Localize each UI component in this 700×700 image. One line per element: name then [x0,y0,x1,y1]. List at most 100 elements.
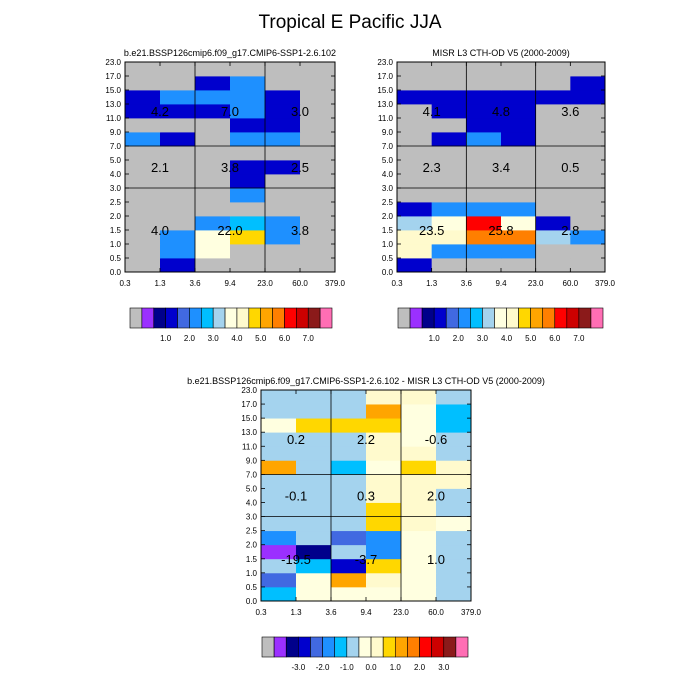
cell-annotation: 0.2 [287,432,305,447]
heatmap-cell [431,76,467,91]
heatmap-cell [366,404,402,419]
heatmap-cell [570,174,606,189]
colorbar-label: 4.0 [231,334,243,343]
heatmap-cell [501,132,537,147]
cell-annotation: 3.4 [492,160,510,175]
heatmap-cell [436,460,472,475]
heatmap-cell [436,418,472,433]
heatmap-cell [160,146,196,161]
heatmap-cell [230,258,266,273]
heatmap-cell [535,90,571,105]
heatmap-cell [296,558,332,574]
heatmap-cell [431,230,467,245]
heatmap-cell [331,572,367,588]
heatmap-cell [261,418,297,433]
colorbar-box [542,307,556,329]
colorbar-box [322,636,336,658]
heatmap-cell [466,216,502,231]
heatmap-cell [366,586,402,602]
heatmap-cell [401,432,437,447]
colorbar-box [236,307,250,329]
colorbar-box [358,636,372,658]
heatmap-cell [535,62,571,77]
heatmap-cell [261,404,297,419]
heatmap-cell [535,244,571,259]
colorbar-label: 3.0 [438,663,450,672]
x-tick-label: 0.3 [255,608,267,617]
colorbar-box [382,636,396,658]
heatmap-cell [501,244,537,259]
colorbar-label: 2.0 [414,663,426,672]
heatmap-cell [300,132,336,147]
heatmap-cell [300,76,336,91]
heatmap-cell [195,258,231,273]
heatmap-cell [265,202,301,217]
cell-annotation: 2.1 [151,160,169,175]
heatmap-cell [431,104,467,119]
cell-annotation: 2.8 [561,223,579,238]
heatmap-cell [397,258,433,273]
x-tick-label: 60.0 [563,279,579,288]
heatmap-cell [436,390,472,405]
colorbar-box [346,636,360,658]
cell-annotation: 1.0 [427,552,445,567]
colorbar-box [370,636,384,658]
colorbar-box [165,307,178,329]
heatmap-cell [331,460,367,475]
heatmap-cell [230,62,266,77]
y-tick-label: 4.0 [382,170,394,179]
heatmap-cell [160,76,196,91]
colorbar-label: 3.0 [477,334,489,343]
colorbar-box [409,307,423,329]
y-tick-label: 2.5 [382,198,394,207]
heatmap-cell [570,244,606,259]
heatmap-cell [501,258,537,273]
heatmap-cell [125,146,161,161]
colorbar-box [129,307,143,329]
heatmap-cell [397,62,433,77]
heatmap-cell [296,474,332,489]
heatmap-cell [195,118,231,133]
heatmap-cell [296,572,332,588]
heatmap-cell [300,146,336,161]
heatmap-cell [331,404,367,419]
heatmap-cell [501,90,537,105]
x-tick-label: 23.0 [393,608,409,617]
heatmap-cell [501,104,537,119]
cell-annotation: 2.5 [291,160,309,175]
y-tick-label: 11.0 [106,114,122,123]
y-tick-label: 11.0 [378,114,394,123]
cell-annotation: 2.2 [357,432,375,447]
heatmap-cell [195,216,231,231]
heatmap-cell [366,558,402,574]
heatmap-cell [265,76,301,91]
y-tick-label: 17.0 [377,72,393,81]
heatmap-cell [300,244,336,259]
heatmap-cell [401,502,437,517]
heatmap-cell [230,90,266,105]
heatmap-cell [570,216,606,231]
y-tick-label: 17.0 [241,400,257,409]
heatmap-cell [125,62,161,77]
colorbar-box [554,307,568,329]
colorbar-box [407,636,420,658]
heatmap-cell [125,258,161,273]
heatmap-cell [366,488,402,503]
y-tick-label: 2.0 [246,541,258,550]
heatmap-cell [535,174,571,189]
heatmap-cell [436,586,472,602]
heatmap-cell [397,146,433,161]
colorbar-label: 6.0 [279,334,291,343]
y-tick-label: 0.5 [110,254,122,263]
heatmap-cell [397,216,433,231]
heatmap-cell [401,460,437,475]
heatmap-cell [160,90,196,105]
heatmap-cell [331,432,367,447]
heatmap-cell [535,216,571,231]
heatmap-cell [466,258,502,273]
cell-annotation: 0.5 [561,160,579,175]
heatmap-cell [160,132,196,147]
heatmap-cell [401,558,437,574]
y-tick-label: 1.5 [246,555,258,564]
heatmap-cell [195,132,231,147]
